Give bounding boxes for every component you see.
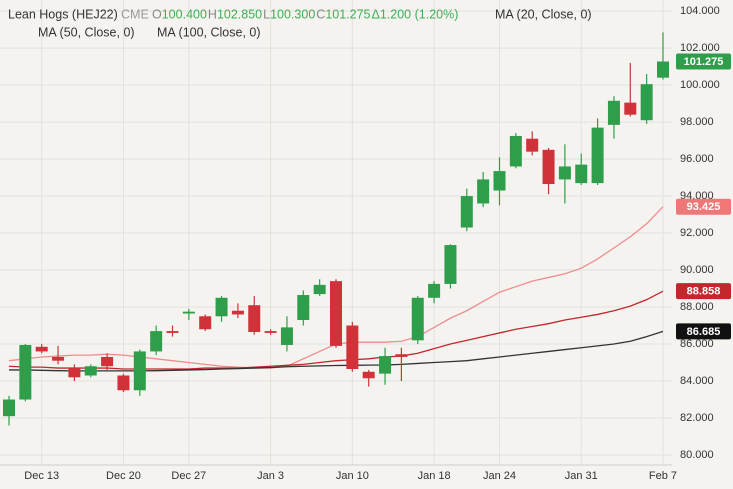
x-tick-label: Jan 3 bbox=[257, 470, 284, 482]
x-tick-label: Jan 31 bbox=[565, 470, 598, 482]
quote-value: 101.275 bbox=[325, 7, 370, 21]
price-badge bbox=[676, 198, 731, 215]
candle-body bbox=[362, 371, 375, 379]
candle-body bbox=[35, 346, 48, 352]
quote-value: 100.400 bbox=[162, 7, 207, 21]
y-tick-label: 80.000 bbox=[680, 449, 714, 461]
candle-body bbox=[150, 331, 163, 352]
candle-body bbox=[84, 366, 97, 376]
candle-body bbox=[117, 375, 130, 391]
quote-value: 100.300 bbox=[270, 7, 315, 21]
candle-body bbox=[657, 61, 669, 78]
x-tick-label: Dec 13 bbox=[24, 470, 59, 482]
price-badge-label: 88.858 bbox=[687, 286, 721, 298]
y-tick-label: 104.000 bbox=[680, 5, 720, 17]
y-tick-label: 98.000 bbox=[680, 116, 714, 128]
candle-body bbox=[526, 138, 539, 152]
candle-body bbox=[280, 327, 293, 345]
y-tick-label: 88.000 bbox=[680, 301, 714, 313]
quote-key: O bbox=[152, 7, 162, 21]
candle-body bbox=[182, 311, 195, 314]
price-badge bbox=[676, 53, 731, 70]
legend-entry: MA (50, Close, 0) bbox=[38, 25, 135, 39]
y-tick-label: 96.000 bbox=[680, 153, 714, 165]
price-badge bbox=[676, 323, 731, 340]
candle-body bbox=[19, 344, 32, 400]
candle-body bbox=[542, 149, 555, 185]
plot bbox=[3, 32, 669, 426]
y-tick-label: 100.000 bbox=[680, 79, 720, 91]
candle-body bbox=[477, 179, 490, 204]
candle-body bbox=[591, 127, 604, 184]
grid bbox=[0, 0, 672, 465]
candle-body bbox=[101, 356, 114, 367]
candle-body bbox=[444, 245, 457, 284]
exchange: CME bbox=[121, 7, 149, 21]
candle-body bbox=[493, 171, 506, 191]
axis: 80.000 82.000 84.000 86.000 88.000 90.000 92.0… bbox=[0, 5, 731, 482]
candle-body bbox=[428, 283, 441, 298]
candle-body bbox=[640, 84, 653, 121]
price-badge-label: 86.685 bbox=[687, 326, 721, 338]
candle-body bbox=[215, 297, 228, 317]
candle-body bbox=[607, 100, 620, 125]
x-tick-label: Feb 7 bbox=[649, 470, 677, 482]
price-badge bbox=[676, 283, 731, 300]
candle-body bbox=[411, 297, 424, 341]
candle-body bbox=[231, 310, 244, 315]
y-tick-label: 82.000 bbox=[680, 412, 714, 424]
header: Lean Hogs (HEJ22) CME O 100.400 H 102.850 L 1… bbox=[8, 7, 592, 39]
x-tick-label: Dec 27 bbox=[171, 470, 206, 482]
candle-body bbox=[624, 102, 637, 115]
candle-body bbox=[264, 331, 277, 333]
candle-body bbox=[346, 325, 359, 370]
candle-body bbox=[248, 305, 261, 333]
candle-body bbox=[68, 368, 81, 378]
ma-line bbox=[8, 290, 664, 370]
x-tick-label: Jan 18 bbox=[418, 470, 451, 482]
candle-body bbox=[52, 356, 65, 361]
x-tick-label: Jan 24 bbox=[483, 470, 516, 482]
y-tick-label: 92.000 bbox=[680, 227, 714, 239]
price-badge-label: 101.275 bbox=[684, 56, 724, 68]
price-badge-label: 93.425 bbox=[687, 201, 721, 213]
candle-body bbox=[379, 356, 392, 374]
candle-body bbox=[509, 135, 522, 167]
ma-line bbox=[9, 330, 664, 372]
candle-body bbox=[575, 164, 588, 184]
legend-entry: MA (20, Close, 0) bbox=[495, 7, 592, 21]
candle-body bbox=[133, 351, 146, 391]
candle-body bbox=[3, 399, 15, 417]
quote-key: L bbox=[263, 7, 270, 21]
symbol: Lean Hogs (HEJ22) bbox=[8, 7, 118, 21]
y-tick-label: 84.000 bbox=[680, 375, 714, 387]
quote-value: 102.850 bbox=[217, 7, 262, 21]
legend-entry: MA (100, Close, 0) bbox=[157, 25, 261, 39]
x-tick-label: Jan 10 bbox=[336, 470, 369, 482]
candle-body bbox=[395, 354, 408, 357]
candle-body bbox=[199, 316, 212, 330]
quote-key: H bbox=[208, 7, 217, 21]
y-tick-label: 90.000 bbox=[680, 264, 714, 276]
x-tick-label: Dec 20 bbox=[106, 470, 141, 482]
candle-body bbox=[330, 281, 342, 346]
quote-change: Δ1.200 (1.20%) bbox=[372, 7, 459, 21]
y-tick-label: 102.000 bbox=[680, 42, 720, 54]
candle-body bbox=[297, 295, 310, 320]
y-tick-label: 86.000 bbox=[680, 338, 714, 350]
candle-body bbox=[166, 331, 179, 333]
quote-key: C bbox=[316, 7, 325, 21]
candle-body bbox=[313, 284, 326, 295]
candle-body bbox=[558, 166, 571, 180]
candle-body bbox=[460, 196, 473, 228]
